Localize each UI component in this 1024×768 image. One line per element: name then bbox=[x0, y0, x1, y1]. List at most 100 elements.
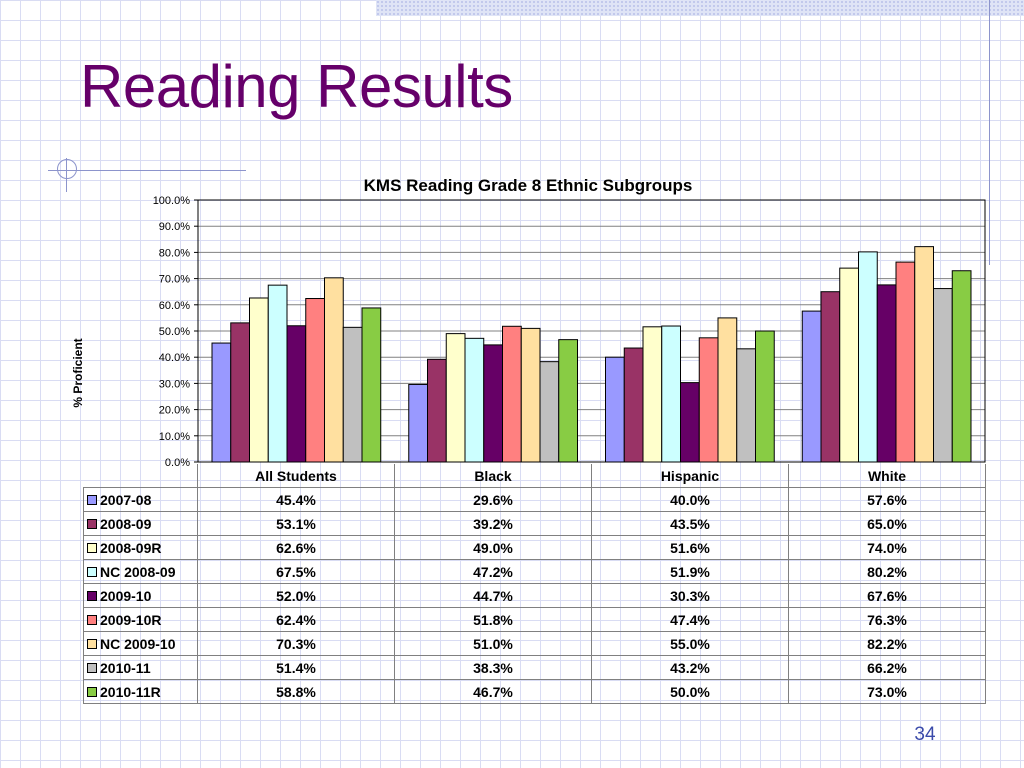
legend-swatch bbox=[87, 518, 97, 529]
legend-swatch bbox=[87, 614, 97, 625]
legend-entry: 2008-09 bbox=[83, 511, 198, 536]
data-label: 51.8% bbox=[394, 607, 592, 632]
legend-label: 2008-09 bbox=[100, 515, 152, 532]
bar bbox=[408, 383, 428, 463]
legend-label: 2009-10 bbox=[100, 587, 152, 604]
bar bbox=[642, 326, 663, 463]
bar bbox=[914, 246, 934, 463]
data-label: 51.0% bbox=[394, 631, 592, 656]
data-label: 62.4% bbox=[197, 607, 395, 632]
plot-area-frame bbox=[197, 199, 986, 463]
data-label: 65.0% bbox=[788, 511, 986, 536]
bar bbox=[736, 348, 756, 463]
data-label: 50.0% bbox=[591, 679, 789, 704]
legend-entry: 2007-08 bbox=[83, 487, 198, 512]
bar bbox=[502, 325, 522, 463]
bar bbox=[427, 358, 447, 463]
y-tick-label: 50.0% bbox=[159, 326, 190, 338]
bar bbox=[445, 333, 466, 463]
bar bbox=[267, 284, 288, 463]
data-label: 62.6% bbox=[197, 535, 395, 560]
bar bbox=[464, 337, 485, 463]
y-axis-ticks: 0.0%10.0%20.0%30.0%40.0%50.0%60.0%70.0%8… bbox=[153, 195, 198, 469]
bars bbox=[211, 246, 972, 463]
bar bbox=[801, 310, 822, 463]
data-label: 76.3% bbox=[788, 607, 986, 632]
data-label: 47.4% bbox=[591, 607, 789, 632]
category-label: Hispanic bbox=[591, 464, 789, 488]
bar bbox=[623, 347, 644, 463]
data-label: 74.0% bbox=[788, 535, 986, 560]
data-label: 45.4% bbox=[197, 487, 395, 512]
data-label: 82.2% bbox=[788, 631, 986, 656]
category-label: All Students bbox=[197, 464, 395, 488]
y-axis-label: % Proficient bbox=[71, 338, 85, 407]
data-label: 38.3% bbox=[394, 655, 592, 680]
table-row: 2009-10 52.0% 44.7% 30.3% 67.6% bbox=[83, 583, 986, 608]
table-row: NC 2009-10 70.3% 51.0% 55.0% 82.2% bbox=[83, 631, 986, 656]
legend-swatch bbox=[87, 494, 97, 505]
bar bbox=[605, 356, 625, 463]
bar bbox=[520, 327, 541, 463]
y-tick-label: 30.0% bbox=[159, 378, 190, 390]
legend-swatch bbox=[87, 590, 97, 601]
data-label: 80.2% bbox=[788, 559, 986, 584]
legend-entry: 2010-11 bbox=[83, 655, 198, 680]
table-row: 2008-09R 62.6% 49.0% 51.6% 74.0% bbox=[83, 535, 986, 560]
data-label: 40.0% bbox=[591, 487, 789, 512]
legend-label: NC 2009-10 bbox=[100, 635, 176, 652]
bar bbox=[933, 288, 953, 463]
table-row: 2008-09 53.1% 39.2% 43.5% 65.0% bbox=[83, 511, 986, 536]
bar bbox=[755, 330, 775, 463]
circle-crosshair-decoration bbox=[66, 158, 67, 192]
bar bbox=[820, 291, 841, 463]
y-tick-label: 60.0% bbox=[159, 300, 190, 312]
data-label: 30.3% bbox=[591, 583, 789, 608]
bar bbox=[876, 284, 897, 463]
data-label: 51.9% bbox=[591, 559, 789, 584]
slide-title: Reading Results bbox=[80, 53, 513, 120]
y-tick-label: 90.0% bbox=[159, 221, 190, 233]
bar bbox=[717, 317, 738, 463]
bar bbox=[895, 261, 916, 463]
bar bbox=[342, 326, 363, 463]
y-tick-label: 40.0% bbox=[159, 352, 190, 364]
legend-swatch bbox=[87, 566, 97, 577]
data-label: 52.0% bbox=[197, 583, 395, 608]
y-tick-label: 80.0% bbox=[159, 247, 190, 259]
legend-entry: NC 2008-09 bbox=[83, 559, 198, 584]
legend-label: 2010-11 bbox=[100, 659, 151, 676]
bar bbox=[249, 297, 269, 463]
circle-decoration bbox=[57, 159, 77, 179]
legend-entry: NC 2009-10 bbox=[83, 631, 198, 656]
table-header-row: All Students Black Hispanic White bbox=[83, 464, 986, 488]
data-label: 44.7% bbox=[394, 583, 592, 608]
chart-title: KMS Reading Grade 8 Ethnic Subgroups bbox=[364, 176, 693, 195]
data-label: 51.4% bbox=[197, 655, 395, 680]
data-label: 70.3% bbox=[197, 631, 395, 656]
legend-swatch bbox=[87, 542, 97, 553]
table-corner bbox=[83, 464, 198, 488]
data-label: 47.2% bbox=[394, 559, 592, 584]
legend-entry: 2009-10 bbox=[83, 583, 198, 608]
legend-entry: 2010-11R bbox=[83, 679, 198, 704]
legend-entry: 2008-09R bbox=[83, 535, 198, 560]
top-decoration-band bbox=[376, 0, 1024, 16]
data-label: 43.5% bbox=[591, 511, 789, 536]
table-body: 2007-08 45.4% 29.6% 40.0% 57.6% 2008-09 53.1% 3… bbox=[83, 487, 986, 704]
legend-label: 2007-08 bbox=[100, 491, 152, 508]
table-row: 2010-11R 58.8% 46.7% 50.0% 73.0% bbox=[83, 679, 986, 704]
data-table: All Students Black Hispanic White 2007-0… bbox=[83, 464, 986, 704]
data-label: 73.0% bbox=[788, 679, 986, 704]
data-label: 43.2% bbox=[591, 655, 789, 680]
y-tick-label: 10.0% bbox=[159, 431, 190, 443]
legend-label: 2010-11R bbox=[100, 683, 161, 700]
bar bbox=[680, 382, 700, 463]
data-label: 46.7% bbox=[394, 679, 592, 704]
page-number: 34 bbox=[914, 724, 936, 745]
data-label: 29.6% bbox=[394, 487, 592, 512]
legend-swatch bbox=[87, 662, 97, 673]
bar bbox=[361, 307, 382, 463]
bar bbox=[211, 342, 232, 463]
bar bbox=[539, 361, 560, 463]
